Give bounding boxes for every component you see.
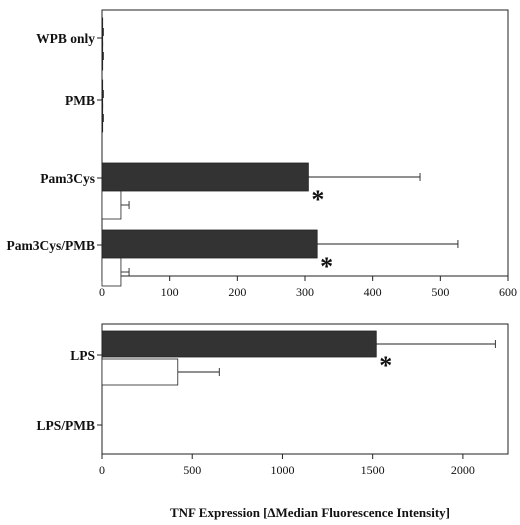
bar-dark [101, 162, 309, 192]
plot-frame [101, 323, 509, 455]
top-panel: 0 100 200 300 400 500 600 WPB only PMB Pam3Cys * Pa… [7, 9, 517, 299]
x-axis-title: TNF Expression [∆Median Fluorescence Int… [170, 505, 450, 520]
significance-marker: * [320, 252, 333, 281]
x-tick-label: 600 [499, 285, 517, 299]
bar-light [101, 190, 122, 220]
bar-light [101, 41, 104, 71]
bar-light [101, 103, 104, 133]
x-tick-label: 0 [99, 463, 105, 477]
x-tick-label: 400 [364, 285, 382, 299]
bar-light [101, 358, 179, 386]
x-tick-label: 0 [99, 285, 105, 299]
x-tick-label: 1000 [270, 463, 294, 477]
significance-marker: * [311, 185, 324, 214]
category-label: LPS [70, 348, 95, 363]
x-tick-label: 200 [228, 285, 246, 299]
category-label: PMB [65, 93, 95, 108]
bar-dark [101, 330, 377, 358]
x-tick-label: 300 [296, 285, 314, 299]
x-tick-label: 500 [183, 463, 201, 477]
bottom-panel: 0 500 1000 1500 2000 LPS * LPS/PMB [36, 323, 509, 477]
category-label: Pam3Cys [40, 171, 95, 186]
x-tick-label: 500 [431, 285, 449, 299]
x-tick-label: 100 [161, 285, 179, 299]
category-label: Pam3Cys/PMB [7, 238, 96, 253]
category-label: LPS/PMB [36, 418, 95, 433]
bar-dark [101, 229, 318, 259]
significance-marker: * [379, 351, 392, 380]
category-label: WPB only [36, 31, 95, 46]
x-tick-label: 1500 [361, 463, 385, 477]
bar-light [101, 257, 122, 287]
x-tick-label: 2000 [451, 463, 475, 477]
